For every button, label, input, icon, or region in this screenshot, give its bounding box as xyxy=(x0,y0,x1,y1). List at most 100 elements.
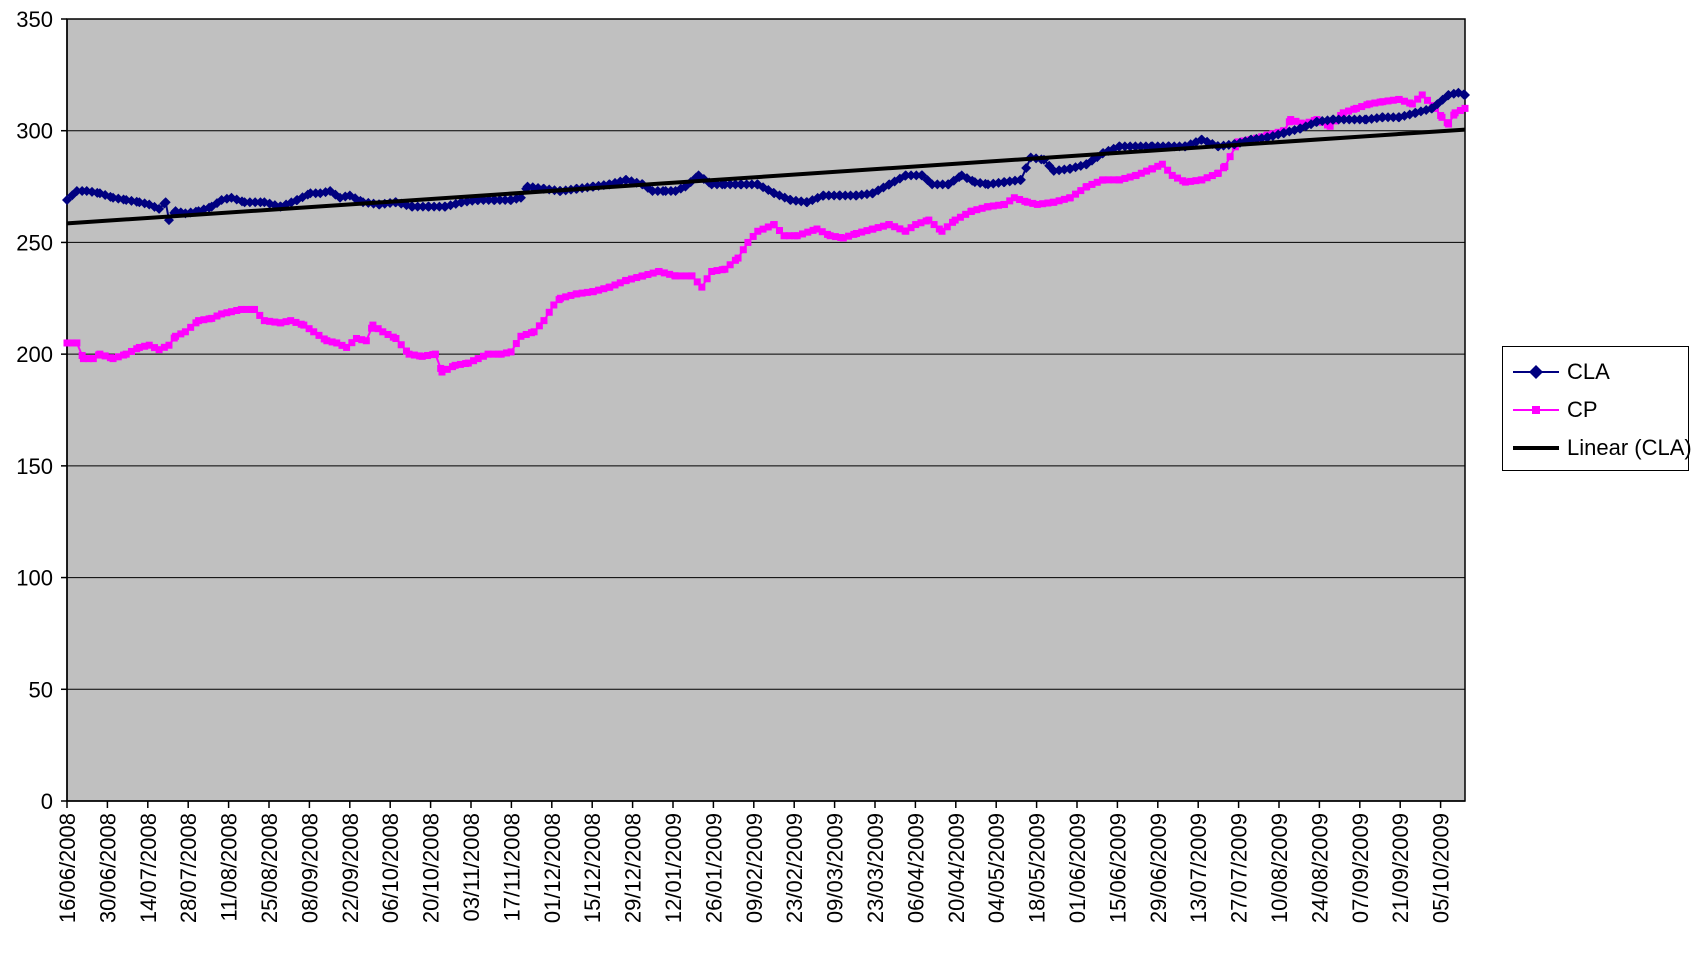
data-point xyxy=(1121,174,1129,182)
data-point xyxy=(443,365,451,373)
data-point xyxy=(277,319,285,327)
data-point xyxy=(237,305,245,313)
data-point xyxy=(1352,104,1360,112)
data-point xyxy=(1418,91,1426,99)
x-tick-label: 15/06/2009 xyxy=(1105,813,1130,923)
data-point xyxy=(721,265,729,273)
data-point xyxy=(984,203,992,211)
data-point xyxy=(397,341,405,349)
data-point xyxy=(917,219,925,227)
data-point xyxy=(713,267,721,275)
data-point xyxy=(616,279,624,287)
data-point xyxy=(1088,180,1096,188)
data-point xyxy=(165,341,173,349)
data-point xyxy=(1181,178,1189,186)
x-tick-label: 06/10/2008 xyxy=(378,813,403,923)
data-point xyxy=(1344,114,1355,125)
data-point xyxy=(968,207,976,215)
data-point xyxy=(1137,169,1145,177)
x-tick-label: 10/08/2009 xyxy=(1267,813,1292,923)
data-point xyxy=(392,335,400,343)
data-point xyxy=(845,232,853,240)
data-point xyxy=(545,308,553,316)
data-point xyxy=(1445,120,1453,128)
data-point xyxy=(470,357,478,365)
data-point xyxy=(1383,112,1394,123)
data-point xyxy=(911,170,922,181)
data-point xyxy=(902,227,910,235)
legend-label-cp: CP xyxy=(1567,397,1598,422)
data-point xyxy=(917,170,928,181)
data-point xyxy=(863,227,871,235)
data-point xyxy=(989,202,997,210)
data-point xyxy=(874,224,882,232)
data-point xyxy=(500,194,511,205)
data-point xyxy=(1333,114,1344,125)
y-tick-label: 0 xyxy=(41,789,53,814)
data-point xyxy=(639,272,647,280)
series-line xyxy=(66,127,1466,226)
data-point xyxy=(973,206,981,214)
data-point xyxy=(310,328,318,336)
data-point xyxy=(150,344,158,352)
data-point xyxy=(530,328,538,336)
data-point xyxy=(506,194,517,205)
data-point xyxy=(417,201,428,212)
data-point xyxy=(292,318,300,326)
series-layer xyxy=(62,87,1470,376)
data-point xyxy=(1354,114,1365,125)
data-point xyxy=(835,190,846,201)
x-tick-label: 23/02/2009 xyxy=(782,813,807,923)
data-point xyxy=(154,203,165,214)
data-point xyxy=(1010,194,1018,202)
data-point xyxy=(348,339,356,347)
data-point xyxy=(535,322,543,330)
x-tick-label: 16/06/2008 xyxy=(55,813,80,923)
data-point xyxy=(1400,97,1408,105)
data-point xyxy=(677,272,685,280)
data-point xyxy=(660,186,671,197)
data-point xyxy=(1208,172,1216,180)
data-point xyxy=(644,271,652,279)
data-point xyxy=(573,290,581,298)
y-tick-label: 250 xyxy=(16,230,53,255)
data-point xyxy=(652,186,663,197)
x-tick-label: 20/10/2008 xyxy=(419,813,444,923)
data-point xyxy=(611,281,619,289)
data-point xyxy=(474,355,482,363)
x-tick-label: 24/08/2009 xyxy=(1307,813,1332,923)
x-tick-label: 28/07/2008 xyxy=(176,813,201,923)
data-point xyxy=(1438,113,1446,121)
data-point xyxy=(1154,162,1162,170)
data-point xyxy=(494,194,505,205)
legend-item-linear-cla: Linear (CLA) xyxy=(1511,433,1692,463)
data-point xyxy=(672,272,680,280)
data-point xyxy=(1358,103,1366,111)
data-point xyxy=(62,194,72,205)
data-point xyxy=(1060,195,1068,203)
data-point xyxy=(627,275,635,283)
data-point xyxy=(512,340,520,348)
y-axis: 0 50 100 150 200 250 300 350 xyxy=(16,7,68,814)
data-point xyxy=(1168,171,1176,179)
data-point xyxy=(369,321,377,329)
data-point xyxy=(109,355,117,363)
data-point xyxy=(1006,197,1014,205)
data-point xyxy=(927,179,938,190)
data-point xyxy=(688,272,696,280)
data-point xyxy=(682,272,690,280)
data-point xyxy=(1016,196,1024,204)
data-point xyxy=(451,361,459,369)
x-tick-label: 03/11/2008 xyxy=(459,813,484,921)
data-point xyxy=(200,316,208,324)
data-point xyxy=(906,170,917,181)
data-point xyxy=(333,339,341,347)
data-point xyxy=(287,317,295,325)
data-point xyxy=(1345,107,1353,115)
data-point xyxy=(483,194,494,205)
data-point xyxy=(260,317,268,325)
data-point xyxy=(595,286,603,294)
data-point xyxy=(649,269,657,277)
data-point xyxy=(489,194,500,205)
data-point xyxy=(1226,153,1234,161)
